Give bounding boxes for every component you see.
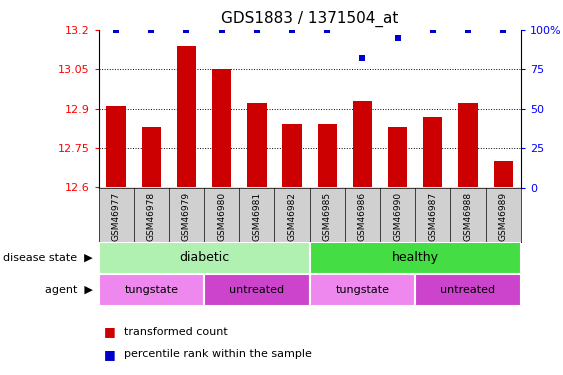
Point	[393, 35, 402, 41]
Text: transformed count: transformed count	[124, 327, 227, 337]
Text: GSM46982: GSM46982	[288, 192, 297, 241]
Text: GSM46978: GSM46978	[147, 192, 156, 241]
Text: GSM46977: GSM46977	[111, 192, 120, 241]
Bar	[310, 242, 521, 274]
Bar	[318, 124, 337, 188]
Point	[217, 27, 226, 33]
Text: ■: ■	[104, 348, 116, 361]
Point	[499, 27, 508, 33]
Text: healthy: healthy	[392, 251, 439, 264]
Point	[182, 27, 191, 33]
Bar	[415, 274, 521, 306]
Bar	[247, 104, 266, 188]
Text: GSM46981: GSM46981	[252, 192, 261, 241]
Point	[358, 56, 367, 62]
Point	[463, 27, 472, 33]
Text: agent  ▶: agent ▶	[45, 285, 93, 295]
Bar	[106, 106, 126, 188]
Point	[288, 27, 297, 33]
Bar	[142, 127, 161, 188]
Text: GSM46980: GSM46980	[217, 192, 226, 241]
Point	[323, 27, 332, 33]
Bar	[388, 127, 407, 188]
Text: untreated: untreated	[440, 285, 495, 295]
Text: tungstate: tungstate	[124, 285, 178, 295]
Bar	[494, 161, 513, 188]
Text: untreated: untreated	[229, 285, 284, 295]
Bar	[204, 274, 310, 306]
Bar	[99, 274, 204, 306]
Bar	[99, 242, 310, 274]
Bar	[353, 101, 372, 188]
Point	[252, 27, 261, 33]
Text: GSM46990: GSM46990	[393, 192, 402, 241]
Bar	[458, 104, 477, 188]
Text: GSM46988: GSM46988	[463, 192, 472, 241]
Bar	[212, 69, 231, 188]
Text: ■: ■	[104, 326, 116, 338]
Text: diabetic: diabetic	[179, 251, 229, 264]
Text: GSM46987: GSM46987	[428, 192, 437, 241]
Point	[147, 27, 156, 33]
Text: disease state  ▶: disease state ▶	[3, 253, 93, 263]
Bar	[177, 46, 196, 188]
Bar	[423, 117, 443, 188]
Bar	[283, 124, 302, 188]
Point	[111, 27, 120, 33]
Title: GDS1883 / 1371504_at: GDS1883 / 1371504_at	[221, 11, 399, 27]
Point	[428, 27, 437, 33]
Text: percentile rank within the sample: percentile rank within the sample	[124, 350, 312, 359]
Text: GSM46979: GSM46979	[182, 192, 191, 241]
Text: tungstate: tungstate	[336, 285, 390, 295]
Bar	[310, 274, 415, 306]
Text: GSM46989: GSM46989	[499, 192, 508, 241]
Text: GSM46985: GSM46985	[323, 192, 332, 241]
Text: GSM46986: GSM46986	[358, 192, 367, 241]
